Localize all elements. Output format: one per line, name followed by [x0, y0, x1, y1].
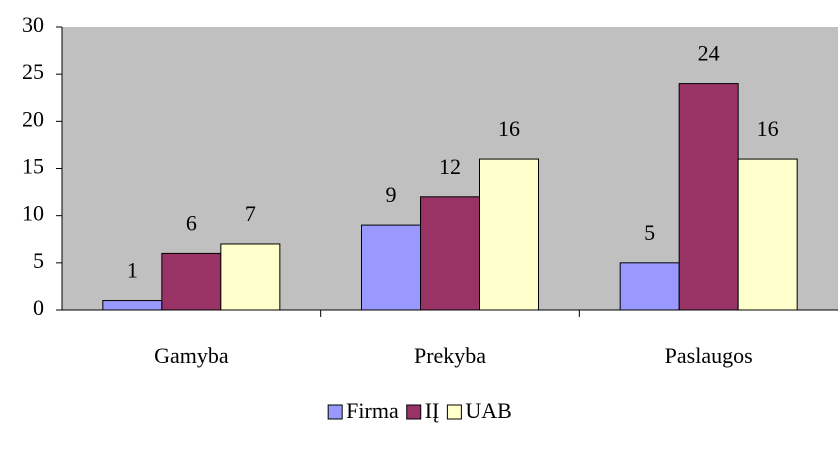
data-label: 5: [644, 220, 655, 245]
y-tick-label: 20: [22, 106, 44, 131]
y-tick-label: 30: [22, 12, 44, 37]
y-tick-label: 5: [33, 248, 44, 273]
data-label: 6: [186, 210, 197, 235]
y-tick-label: 0: [33, 295, 44, 320]
data-label: 16: [757, 116, 779, 141]
legend-swatch: [327, 404, 343, 420]
legend-swatch: [406, 404, 422, 420]
legend-label: IĮ: [425, 398, 440, 423]
bar: [737, 158, 798, 311]
x-tick-label: Gamyba: [154, 343, 229, 368]
data-label: 7: [245, 201, 256, 226]
bar: [619, 262, 680, 311]
bar: [361, 224, 421, 311]
data-label: 24: [698, 41, 720, 66]
legend-label: Firma: [346, 398, 399, 423]
data-label: 1: [127, 258, 138, 283]
data-label: 16: [498, 116, 520, 141]
bar: [161, 252, 222, 311]
y-tick-label: 25: [22, 59, 44, 84]
bar: [420, 196, 480, 311]
x-tick-label: Prekyba: [414, 343, 486, 368]
data-label: 12: [439, 154, 461, 179]
legend-swatch: [446, 404, 462, 420]
bar: [102, 300, 163, 311]
y-tick-label: 15: [22, 154, 44, 179]
data-label: 9: [386, 182, 397, 207]
bar: [678, 83, 739, 311]
legend-label: UAB: [465, 398, 511, 423]
x-tick-label: Paslaugos: [665, 343, 753, 368]
legend: Firma IĮ UAB: [327, 398, 512, 423]
y-tick-label: 10: [22, 201, 44, 226]
bar: [220, 243, 281, 311]
bar: [479, 158, 539, 311]
